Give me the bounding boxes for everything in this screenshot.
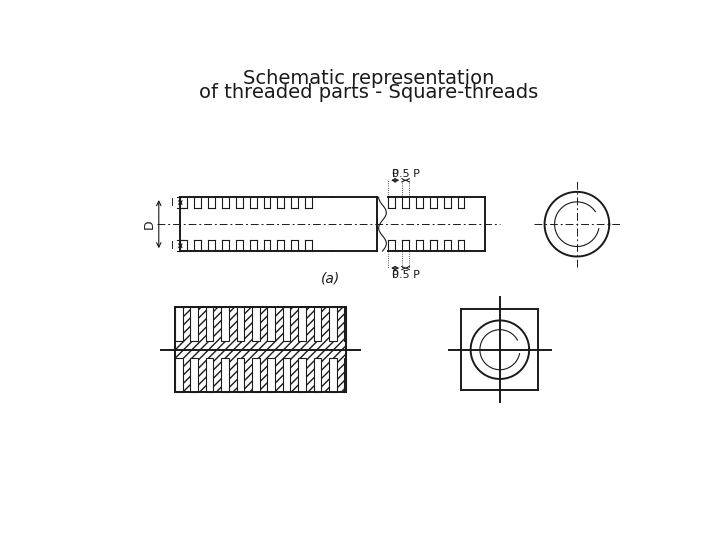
Text: P: P xyxy=(392,169,399,179)
Bar xyxy=(190,358,198,392)
Bar xyxy=(283,358,290,392)
Bar xyxy=(283,307,290,341)
Bar xyxy=(314,307,321,341)
Bar xyxy=(344,307,346,341)
Text: D: D xyxy=(143,219,156,229)
Text: of threaded parts - Square-threads: of threaded parts - Square-threads xyxy=(199,83,539,102)
Bar xyxy=(329,358,337,392)
Text: 0.5 P: 0.5 P xyxy=(392,269,420,280)
Bar xyxy=(298,307,306,341)
Bar xyxy=(314,358,321,392)
Bar xyxy=(175,307,346,392)
Text: I: I xyxy=(171,198,174,207)
Text: 0.5 P: 0.5 P xyxy=(392,169,420,179)
Text: Schematic representation: Schematic representation xyxy=(243,69,495,87)
Bar xyxy=(221,307,229,341)
Bar xyxy=(206,307,213,341)
Bar xyxy=(175,358,183,392)
Bar xyxy=(190,307,198,341)
Bar xyxy=(252,358,260,392)
Bar xyxy=(267,358,275,392)
Bar xyxy=(175,307,183,341)
Bar xyxy=(462,309,539,390)
Bar xyxy=(175,307,346,392)
Bar xyxy=(329,307,337,341)
Bar xyxy=(267,307,275,341)
Bar xyxy=(344,358,346,392)
Text: P: P xyxy=(392,269,399,280)
Bar xyxy=(298,358,306,392)
Bar xyxy=(206,358,213,392)
Bar xyxy=(237,358,244,392)
Bar xyxy=(252,307,260,341)
Text: I: I xyxy=(171,241,174,251)
Bar xyxy=(237,307,244,341)
Text: (a): (a) xyxy=(321,271,340,285)
Bar xyxy=(221,358,229,392)
